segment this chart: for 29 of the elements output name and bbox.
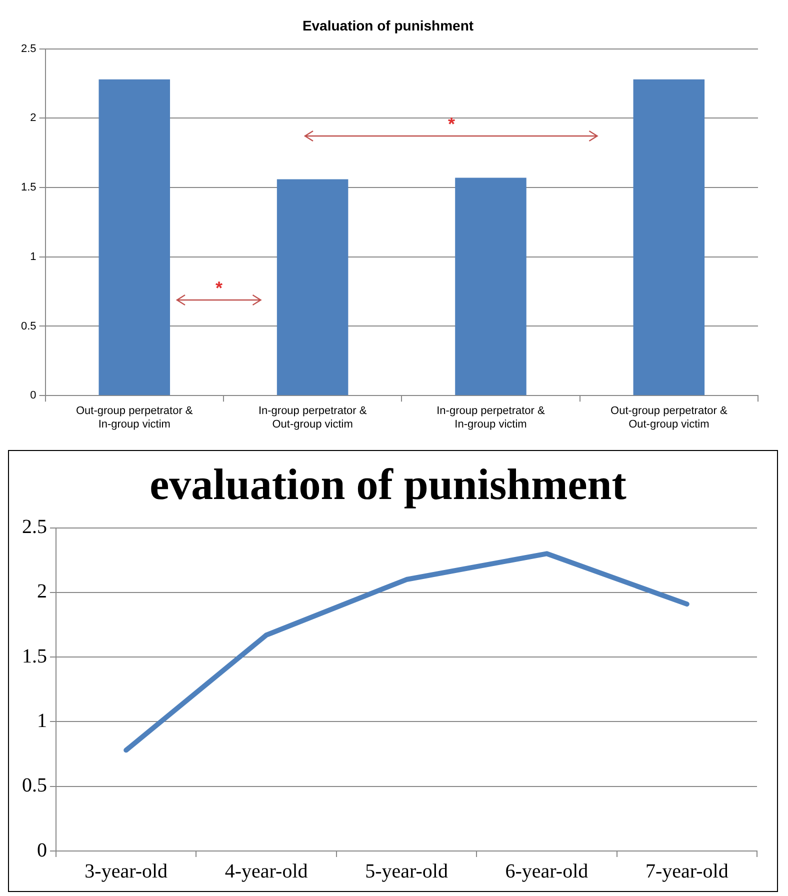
y-tick-label: 1.5	[22, 645, 47, 668]
x-tick-label: 6-year-old	[505, 860, 588, 882]
bar	[455, 178, 526, 396]
annotation: *	[216, 278, 223, 298]
x-tick-label: In-group perpetrator & In-group victim	[436, 405, 546, 430]
x-tick-label: 3-year-old	[84, 860, 168, 882]
x-tick-label: 7-year-old	[645, 860, 728, 882]
x-tick-label: 5-year-old	[365, 860, 448, 882]
y-tick-label: 1	[30, 250, 36, 263]
y-tick-label: 2	[30, 112, 36, 124]
chart-title: evaluation of punishment	[150, 460, 627, 509]
annotation: *	[448, 114, 456, 134]
x-tick-label: In-group perpetrator & Out-group victim	[258, 405, 368, 430]
y-tick-label: 1	[37, 710, 47, 732]
y-tick-label: 1.5	[20, 182, 36, 194]
x-tick-label: Out-group perpetrator & Out-group victim	[610, 405, 728, 430]
x-tick-label: Out-group perpetrator & In-group victim	[76, 405, 194, 430]
y-tick-label: 0	[30, 390, 36, 402]
y-tick-label: 0	[37, 839, 47, 862]
y-tick-label: 2.5	[20, 42, 36, 55]
y-tick-label: 2.5	[22, 516, 47, 538]
x-tick-label: 4-year-old	[224, 860, 308, 882]
bar	[98, 79, 170, 396]
y-tick-label: 0.5	[22, 774, 47, 797]
bar	[633, 79, 705, 396]
bar	[276, 179, 348, 396]
y-tick-label: 2	[37, 580, 47, 603]
chart-title: Evaluation of punishment	[302, 17, 474, 34]
y-tick-label: 0.5	[20, 320, 36, 332]
